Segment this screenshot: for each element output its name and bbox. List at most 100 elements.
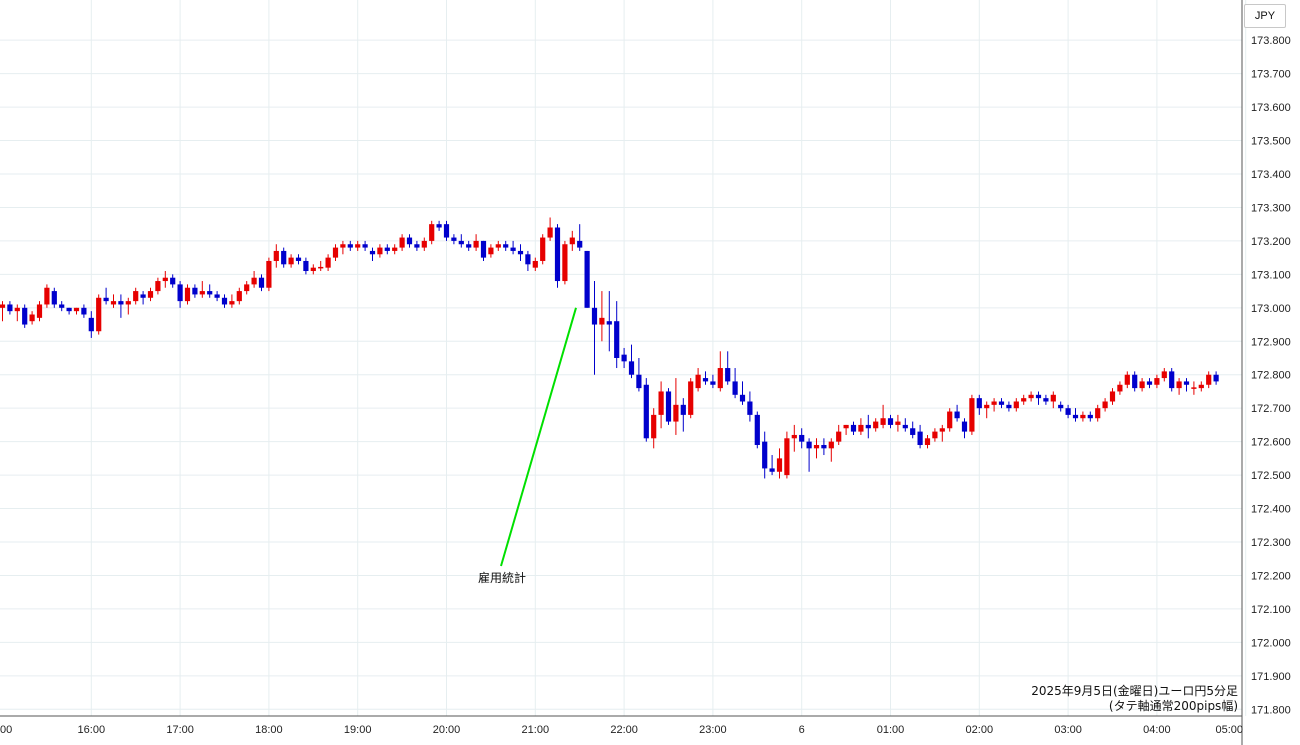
candle [443,220,450,241]
caption-line-2: (タテ軸通常200pips幅) [1109,698,1238,713]
candle [347,240,353,251]
candle-body [14,307,20,312]
candle [288,254,294,268]
candle [673,378,679,435]
candle [599,291,605,342]
candle-body [1183,381,1190,385]
candle-body [1043,398,1049,402]
candle-body [458,240,464,245]
candle-body [836,431,842,442]
candle [1080,411,1086,422]
candle [1198,381,1204,392]
candle-body [96,297,102,332]
candle [821,438,827,456]
price-tick-label: 172.500 [1251,470,1291,482]
candle-body [1198,384,1204,389]
candle [44,284,50,308]
candle-body [924,438,931,445]
candle [221,294,228,308]
candle-body [628,361,635,375]
candle [932,428,938,442]
candle-body [754,414,760,445]
candle [1102,398,1108,412]
candle [81,304,87,318]
candle [147,287,154,302]
candle [466,240,472,251]
candle [828,438,834,462]
candle-body [325,257,331,268]
price-tick-label: 173.700 [1251,69,1291,81]
candle [1043,394,1049,405]
candle-body [229,301,235,305]
candle-body [1191,387,1197,389]
candle [1176,378,1182,395]
candle-body [865,424,871,429]
candle-body [36,304,43,318]
candle [636,358,642,392]
candle-body [258,277,265,288]
candle [554,224,561,288]
time-tick-label: 03:00 [1054,724,1082,736]
candle [1006,401,1012,412]
candle [747,391,753,422]
candle-body [51,291,57,305]
candle-body [517,250,524,255]
price-tick-label: 173.500 [1251,136,1291,148]
candle-body [577,240,583,248]
candle-body [281,250,287,265]
price-axis[interactable]: 171.800 171.900 172.000 172.100 172.200 172.3… [1251,35,1291,716]
price-tick-label: 173.200 [1251,236,1291,248]
candle-body [813,444,820,449]
candle [96,294,102,335]
candle [895,414,901,432]
candle-body [843,424,849,429]
candle-body [850,424,857,432]
price-tick-label: 172.900 [1251,336,1291,348]
candle [850,421,857,435]
candle [1021,394,1027,405]
candle [865,414,871,439]
candle [192,284,198,298]
candle-body [799,434,805,442]
candle-body [140,294,146,298]
candle-body [355,244,361,248]
candle-body [1213,374,1219,382]
candle-body [473,240,479,248]
candle [451,234,457,245]
candle-body [347,244,353,248]
candle-body [717,368,723,389]
time-tick-label: 21:00 [522,724,550,736]
candle-body [643,384,649,439]
candle-body [103,297,109,302]
candle-body [540,237,546,261]
candle-body [569,237,575,245]
candle [51,287,57,308]
grid [0,0,1247,716]
candle-body [1176,381,1182,389]
candle [140,291,146,305]
candle-body [221,297,228,305]
candle-body [480,240,487,258]
candle-body [984,404,990,409]
candle [458,234,464,248]
currency-label[interactable]: JPY [1244,4,1286,28]
candle-body [421,240,427,248]
candle [436,220,442,231]
candle [562,240,568,285]
price-tick-label: 171.900 [1251,671,1291,683]
candle [22,304,28,328]
candle-body [584,250,590,308]
candle-body [362,244,368,248]
candle [318,260,324,272]
candle-body [310,267,316,272]
candle [910,421,916,439]
candle [510,240,516,255]
candle-body [665,391,672,422]
candle-body [991,401,997,405]
candle-body [495,244,501,248]
time-axis[interactable]: :00 16:00 17:00 18:00 19:00 20:00 21:00 22:00 23… [0,724,1243,736]
candle-body [1028,394,1034,399]
candle-body [251,277,257,285]
candle-body [207,291,213,295]
